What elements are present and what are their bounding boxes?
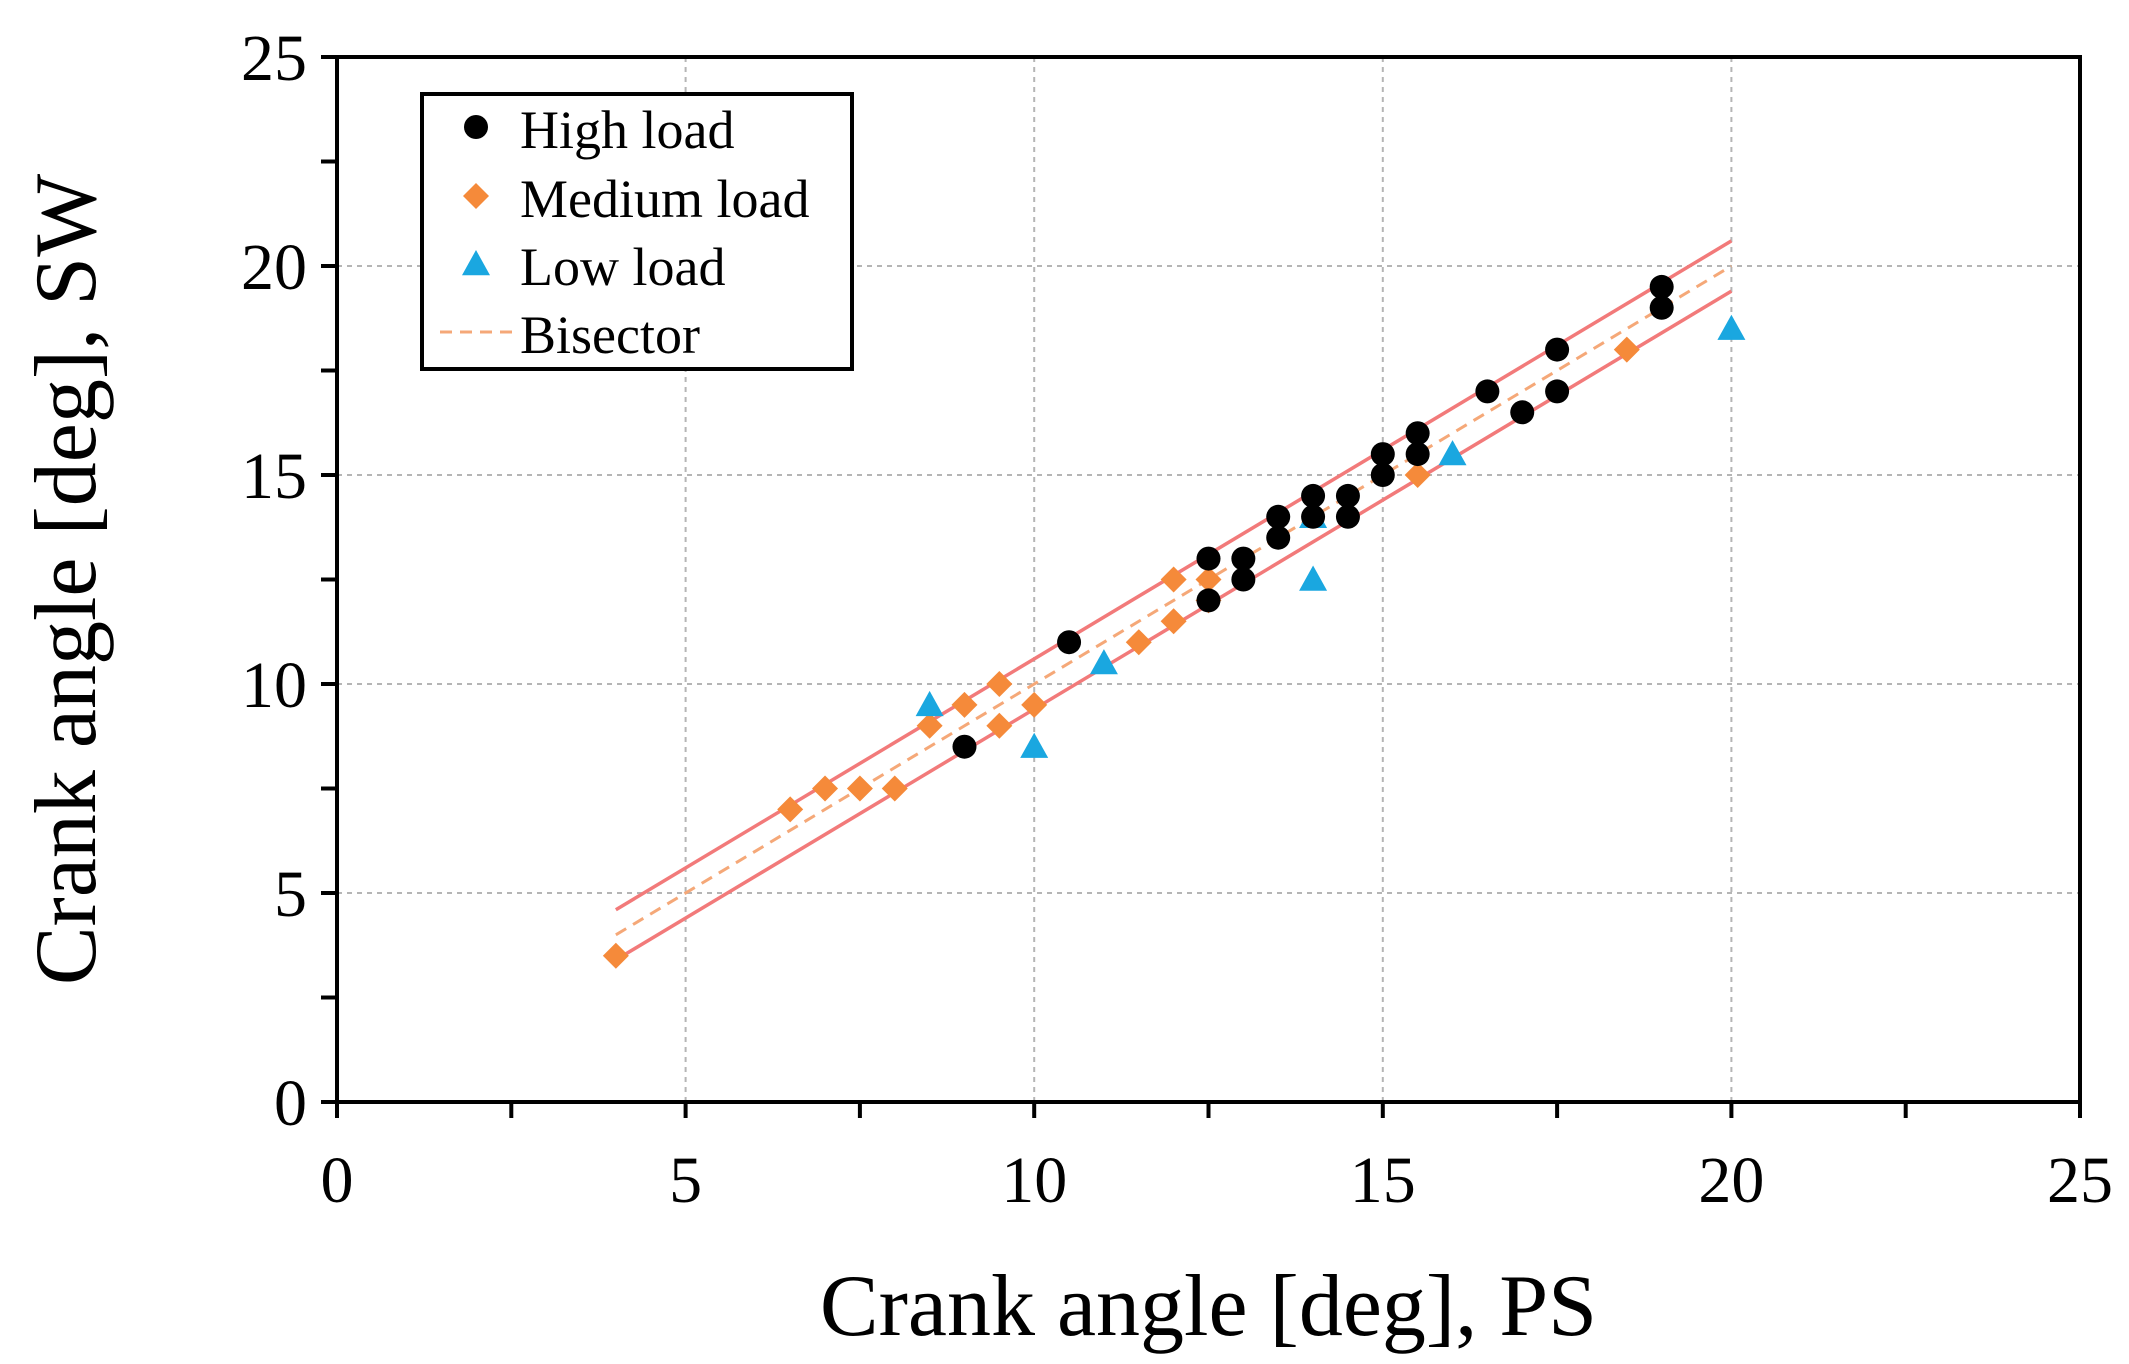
data-point xyxy=(846,775,873,802)
data-point xyxy=(1613,336,1640,363)
y-tick-label: 15 xyxy=(241,440,307,513)
grid xyxy=(337,57,2080,1102)
data-point xyxy=(1089,649,1118,675)
data-point xyxy=(1649,295,1674,320)
data-point xyxy=(881,775,908,802)
data-point xyxy=(812,775,839,802)
y-axis-label: Crank angle [deg], SW xyxy=(18,174,115,985)
data-point xyxy=(1370,463,1395,487)
data-point xyxy=(1545,379,1570,404)
x-tick-label: 5 xyxy=(669,1144,702,1217)
y-tick-label: 20 xyxy=(241,231,307,304)
data-point xyxy=(1301,504,1326,529)
legend-label: Low load xyxy=(520,237,725,297)
data-point xyxy=(1266,525,1291,550)
data-point xyxy=(1335,483,1360,508)
data-point xyxy=(951,691,978,718)
data-point xyxy=(1196,546,1221,571)
data-point xyxy=(602,942,629,969)
data-point xyxy=(986,671,1013,697)
y-tick-label: 5 xyxy=(274,858,307,931)
data-point xyxy=(777,796,804,823)
legend-marker xyxy=(463,183,489,209)
data-point xyxy=(916,712,943,739)
y-tick-label: 25 xyxy=(241,22,307,95)
data-point xyxy=(1125,629,1152,656)
legend-marker xyxy=(462,250,490,276)
data-point xyxy=(1370,442,1395,467)
data-point xyxy=(1160,566,1187,593)
legend-label: Medium load xyxy=(520,169,809,229)
legend-marker xyxy=(464,115,488,139)
y-tick-label: 0 xyxy=(274,1067,307,1140)
x-tick-label: 15 xyxy=(1350,1144,1416,1217)
legend-label: High load xyxy=(520,100,734,160)
x-tick-label: 0 xyxy=(321,1144,354,1217)
bisector-line xyxy=(615,264,1733,937)
data-point xyxy=(1196,588,1221,613)
data-point xyxy=(1405,442,1430,467)
data-point xyxy=(1231,567,1256,592)
x-axis-label: Crank angle [deg], PS xyxy=(820,1258,1597,1355)
data-point xyxy=(1195,566,1222,593)
data-point xyxy=(1717,314,1746,340)
data-point xyxy=(1510,400,1535,425)
data-point xyxy=(1301,483,1326,508)
data-point xyxy=(1475,379,1500,404)
data-point xyxy=(915,690,944,717)
x-tick-label: 10 xyxy=(1001,1144,1067,1217)
data-point xyxy=(1649,274,1674,299)
data-points xyxy=(602,274,1746,969)
data-point xyxy=(1404,462,1431,488)
data-point xyxy=(1266,504,1291,529)
data-point xyxy=(1335,504,1360,529)
data-point xyxy=(986,712,1013,739)
data-point xyxy=(1231,546,1256,571)
data-point xyxy=(1405,421,1430,446)
x-tick-label: 25 xyxy=(2047,1144,2113,1217)
legend: High load Medium load Low load Bisector xyxy=(420,92,854,371)
data-point xyxy=(1057,630,1082,655)
data-point xyxy=(952,734,977,759)
y-tick-label: 10 xyxy=(241,649,307,722)
legend-label: Bisector xyxy=(520,305,700,365)
data-point xyxy=(1299,565,1328,591)
data-point xyxy=(1021,691,1048,718)
legend-box xyxy=(420,92,854,371)
data-point xyxy=(1438,440,1467,466)
data-point xyxy=(1020,732,1049,758)
x-tick-label: 20 xyxy=(1698,1144,1764,1217)
data-point xyxy=(1160,608,1187,635)
data-point xyxy=(1545,337,1570,362)
axis-ticks: 0 5 10 15 20 25 0 5 10 15 20 25 xyxy=(241,22,2113,1217)
